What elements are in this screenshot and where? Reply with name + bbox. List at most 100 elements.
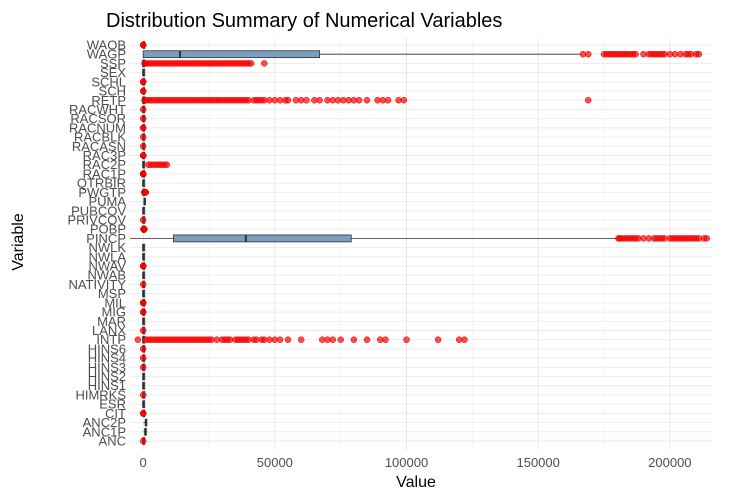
x-tick-label: 0 xyxy=(140,455,147,470)
x-tick-label: 100000 xyxy=(385,455,428,470)
y-tick-label-himrks: HIMRKS xyxy=(75,387,126,402)
y-tick-labels: ANCANC1PANC2PCITESRHIMRKSHINS1HINS2HINS3… xyxy=(67,38,126,449)
outlier-point xyxy=(284,97,292,104)
outlier-point xyxy=(403,336,410,343)
y-tick-label-waob: WAOB xyxy=(87,38,126,53)
y-tick-label-nativity: NATIVITY xyxy=(68,277,126,292)
outlier-point xyxy=(247,60,255,67)
outlier-point xyxy=(139,262,147,270)
y-tick-label-racnum: RACNUM xyxy=(69,120,126,135)
y-tick-label-rac2p: RAC2P xyxy=(83,157,126,172)
outlier-point xyxy=(303,97,310,104)
y-tick-label-mar: MAR xyxy=(97,314,126,329)
outlier-point xyxy=(139,106,147,113)
outlier-point xyxy=(141,225,148,233)
y-tick-label-hins1: HINS1 xyxy=(88,378,126,393)
outlier-point xyxy=(139,87,147,95)
chart-title: Distribution Summary of Numerical Variab… xyxy=(106,10,502,32)
outlier-point xyxy=(584,97,592,104)
y-tick-label-anc1p: ANC1P xyxy=(83,424,126,439)
y-tick-label-anc: ANC xyxy=(99,434,126,449)
y-tick-label-intp: INTP xyxy=(96,332,126,347)
y-tick-label-msp: MSP xyxy=(98,286,126,301)
outlier-point xyxy=(139,124,147,132)
y-tick-label-nwav: NWAV xyxy=(88,259,126,274)
outlier-point xyxy=(139,391,147,399)
outlier-point xyxy=(139,143,147,150)
y-tick-label-pobp: POBP xyxy=(90,222,126,237)
box-wagp xyxy=(142,50,321,59)
y-tick-label-privcov: PRIVCOV xyxy=(67,212,126,227)
grid-lines xyxy=(130,38,712,450)
y-tick-label-rac1p: RAC1P xyxy=(83,166,126,181)
outlier-point xyxy=(139,437,147,445)
outlier-point xyxy=(139,364,147,371)
y-tick-label-hins2: HINS2 xyxy=(88,369,126,384)
outlier-point xyxy=(139,281,147,288)
y-tick-label-puma: PUMA xyxy=(88,194,126,209)
outlier-point xyxy=(276,336,284,343)
outlier-point xyxy=(382,336,389,343)
outlier-point xyxy=(261,60,268,67)
outlier-point xyxy=(140,152,147,159)
outlier-point xyxy=(434,336,442,343)
outlier-point xyxy=(284,336,292,343)
outlier-point xyxy=(329,336,337,343)
x-axis-title: Value xyxy=(396,474,436,491)
y-tick-label-esr: ESR xyxy=(99,397,126,412)
outlier-point xyxy=(139,41,147,49)
outlier-point xyxy=(142,189,150,196)
outlier-point xyxy=(139,133,147,141)
y-tick-label-wagp: WAGP xyxy=(87,47,126,62)
outlier-point xyxy=(316,97,323,104)
y-tick-label-pincp: PINCP xyxy=(86,231,126,246)
outlier-point xyxy=(163,161,171,168)
outlier-point xyxy=(703,235,710,242)
y-tick-label-pubcov: PUBCOV xyxy=(71,203,126,218)
y-tick-label-cit: CIT xyxy=(105,406,126,421)
x-tick-label: 200000 xyxy=(648,455,691,470)
y-tick-label-anc2p: ANC2P xyxy=(83,415,126,430)
outlier-point xyxy=(461,336,468,343)
y-tick-label-racblk: RACBLK xyxy=(74,130,126,145)
y-tick-label-sch: SCH xyxy=(99,84,126,99)
outlier-point xyxy=(139,115,147,122)
outlier-point xyxy=(139,170,147,178)
y-tick-label-nwlk: NWLK xyxy=(88,240,126,255)
y-tick-label-lanx: LANX xyxy=(92,323,126,338)
outlier-point xyxy=(139,327,147,334)
outlier-point xyxy=(139,308,147,316)
y-tick-label-racsor: RACSOR xyxy=(70,111,126,126)
y-tick-label-mil: MIL xyxy=(104,295,126,310)
y-tick-label-nwab: NWAB xyxy=(87,268,126,283)
outlier-point xyxy=(384,97,392,104)
outlier-point xyxy=(363,336,371,343)
x-tick-labels: 0 50000 100000 150000 200000 xyxy=(140,455,692,470)
y-tick-label-nwla: NWLA xyxy=(88,249,126,264)
y-tick-label-retp: RETP xyxy=(91,93,126,108)
outlier-point xyxy=(632,50,639,58)
y-tick-label-hins3: HINS3 xyxy=(88,360,126,375)
outlier-point xyxy=(139,78,147,86)
y-tick-label-sex: SEX xyxy=(100,65,126,80)
x-tick-label: 50000 xyxy=(257,455,293,470)
outlier-point xyxy=(139,345,147,353)
outlier-point xyxy=(355,97,363,104)
outlier-point xyxy=(139,216,147,224)
y-tick-label-schl: SCHL xyxy=(91,74,126,89)
outlier-point xyxy=(695,50,703,58)
outlier-point xyxy=(139,410,147,417)
outlier-point xyxy=(139,299,147,307)
y-tick-label-racwht: RACWHT xyxy=(69,102,126,117)
outlier-point xyxy=(363,97,371,104)
x-tick-label: 150000 xyxy=(516,455,559,470)
y-tick-label-ssp: SSP xyxy=(100,56,126,71)
outlier-point xyxy=(400,97,408,104)
y-tick-label-racasn: RACASN xyxy=(72,139,126,154)
box-pincp xyxy=(173,234,352,243)
y-tick-label-pwgtp: PWGTP xyxy=(78,185,126,200)
outlier-point xyxy=(134,336,142,343)
y-axis-title: Variable xyxy=(10,213,27,271)
